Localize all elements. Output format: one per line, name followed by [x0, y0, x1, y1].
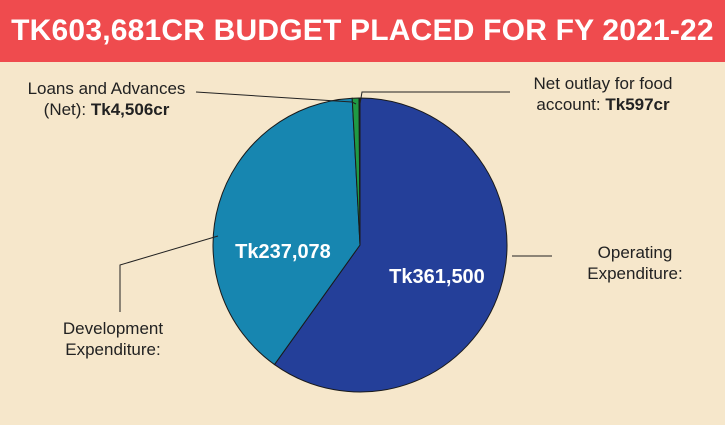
slice-operating: [273, 97, 508, 393]
leader-line-development: [119, 235, 219, 312]
data-label-development: Tk237,078: [235, 241, 331, 263]
leader-line-food: [359, 91, 510, 105]
leader-line-loans: [195, 91, 357, 105]
annotation-operating-line2: Expenditure:: [587, 264, 683, 283]
annotation-loans-value: Tk4,506cr: [90, 100, 170, 119]
slice-development: [212, 97, 361, 366]
annotation-development: Development Expenditure:: [28, 318, 198, 360]
title-banner: TK603,681CR BUDGET PLACED FOR FY 2021-22: [0, 0, 725, 62]
pie-slices: [212, 97, 508, 393]
annotation-development-line2: Expenditure:: [65, 340, 161, 359]
annotation-food: Net outlay for food account: Tk597cr: [503, 73, 703, 115]
annotation-food-line2: account: Tk597cr: [536, 95, 670, 114]
annotation-food-value: Tk597cr: [605, 95, 670, 114]
annotation-operating-line1: Operating: [597, 243, 673, 262]
slice-food: [358, 97, 361, 246]
annotation-operating: Operating Expenditure:: [560, 242, 710, 284]
annotation-food-line1: Net outlay for food: [533, 74, 673, 93]
annotation-loans: Loans and Advances (Net): Tk4,506cr: [14, 78, 199, 120]
chart-title: TK603,681CR BUDGET PLACED FOR FY 2021-22: [11, 14, 714, 47]
annotation-loans-line1: Loans and Advances: [27, 79, 186, 98]
leader-lines: [119, 91, 552, 312]
annotation-loans-line2: (Net): Tk4,506cr: [43, 100, 170, 119]
data-label-operating: Tk361,500: [389, 266, 485, 288]
annotation-development-line1: Development: [62, 319, 164, 338]
